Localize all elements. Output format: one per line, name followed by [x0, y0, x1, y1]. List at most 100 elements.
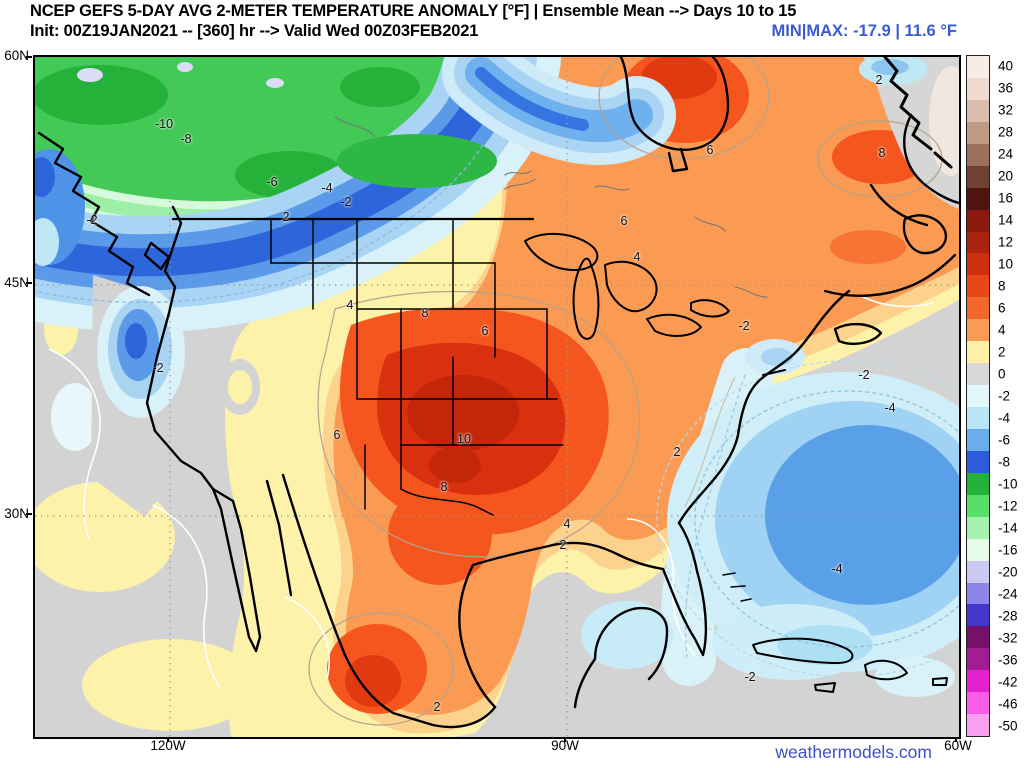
colorbar-tick-label: 32 — [998, 102, 1014, 118]
colorbar-tick-labels: 40 36 32 28 24 20 16 14 12 10 8 6 4 2 0 -2 -4 -6 -8 -10 -12-… — [998, 55, 1024, 737]
long-island — [762, 369, 786, 376]
florida — [661, 521, 708, 657]
labrador-newfoundland-coast — [823, 113, 959, 345]
lon-label-90w: 90W — [551, 738, 579, 753]
colorbar-tick-label: -46 — [998, 696, 1018, 712]
lat-label-30n: 30N — [4, 506, 29, 521]
colorbar-tick-label: -10 — [998, 476, 1018, 492]
lat-label-45n: 45N — [4, 275, 29, 290]
colorbar-segment — [967, 472, 989, 495]
colorbar-swatches — [966, 55, 990, 737]
colorbar-tick-label: 2 — [998, 344, 1006, 360]
colorbar-tick-label: 8 — [998, 278, 1006, 294]
mexico-east-coast — [458, 563, 497, 709]
colorbar-tick-label: -32 — [998, 630, 1018, 646]
colorbar-segment — [967, 275, 989, 298]
colorbar-segment — [967, 385, 989, 407]
colorbar-segment — [967, 648, 989, 671]
colorbar-tick-label: 24 — [998, 146, 1014, 162]
colorbar-segment — [967, 143, 989, 166]
colorbar-segment — [967, 692, 989, 715]
bahamas — [722, 572, 752, 602]
warm-anomaly-region — [220, 57, 959, 737]
colorbar-tick-label: -28 — [998, 608, 1018, 624]
colorbar-tick-label: 20 — [998, 168, 1014, 184]
lon-tick-60w — [955, 737, 957, 742]
colorbar-tick-label: -2 — [998, 388, 1011, 404]
colorbar-segment — [967, 538, 989, 561]
colorbar-tick-label: -50 — [998, 718, 1018, 734]
watermark: weathermodels.com — [775, 742, 932, 762]
colorbar-tick-label: 16 — [998, 190, 1014, 206]
colorbar-tick-label: -6 — [998, 432, 1011, 448]
colorbar-segment — [967, 297, 989, 320]
lon-label-120w: 120W — [150, 738, 186, 753]
colorbar: 40 36 32 28 24 20 16 14 12 10 8 6 4 2 0 -2 -4 -6 -8 -10 -12-… — [966, 55, 1018, 737]
coastlines-and-borders — [37, 57, 959, 729]
colorbar-segment — [967, 560, 989, 583]
colorbar-tick-label: -12 — [998, 498, 1018, 514]
colorbar-tick-label: 36 — [998, 80, 1014, 96]
vancouver-island — [143, 241, 171, 271]
caribbean-islands — [752, 637, 948, 693]
colorbar-tick-label: 40 — [998, 58, 1014, 74]
state-borders — [270, 218, 564, 516]
us-gulf-coast — [471, 541, 665, 571]
lon-label-60w: 60W — [944, 738, 972, 753]
colorbar-tick-label: -42 — [998, 674, 1018, 690]
colorbar-segment — [967, 407, 989, 429]
colorbar-segment — [967, 99, 989, 122]
colorbar-segment — [967, 121, 989, 144]
cold-northwest-region — [35, 57, 676, 333]
mexico-west-coast — [281, 473, 497, 729]
colorbar-segment — [967, 714, 989, 737]
colorbar-tick-label: 12 — [998, 234, 1014, 250]
colorbar-tick-label: -8 — [998, 454, 1011, 470]
colorbar-segment — [967, 604, 989, 627]
yucatan-coast — [573, 606, 669, 709]
lat-label-60n: 60N — [4, 48, 29, 63]
colorbar-tick-label: -36 — [998, 652, 1018, 668]
colorbar-segment — [967, 319, 989, 342]
anomaly-map-canvas — [35, 57, 959, 737]
lat-tick-60n — [26, 56, 32, 58]
colorbar-tick-label: -14 — [998, 520, 1018, 536]
colorbar-segment — [967, 253, 989, 276]
colorbar-tick-label: 10 — [998, 256, 1014, 272]
northeast-corner-mild — [859, 57, 959, 209]
colorbar-segment — [967, 77, 989, 100]
river-squiggles — [334, 116, 768, 298]
alaska-panhandle-coast — [37, 131, 151, 297]
colorbar-tick-label: 0 — [998, 366, 1006, 382]
lon-tick-90w — [564, 737, 566, 742]
colorbar-segment — [967, 450, 989, 473]
california-coast-cool — [91, 275, 185, 517]
west-coast — [145, 205, 215, 491]
colorbar-tick-label: 14 — [998, 212, 1014, 228]
lat-tick-30n — [26, 513, 32, 515]
map-frame: -10 -8 -6 -4 -2 -2 2 2 6 8 6 4 -2 4 8 6 -2 -2 -4 6 10 2 8 4 2 -4 2… — [33, 55, 961, 739]
hudson-bay-coast — [619, 57, 730, 173]
colorbar-segment — [967, 582, 989, 605]
greenland-coast — [883, 57, 953, 169]
lon-tick-120w — [167, 737, 169, 742]
colorbar-segment — [967, 670, 989, 693]
graticule — [35, 57, 959, 737]
colorbar-segment — [967, 56, 989, 78]
colorbar-tick-label: 6 — [998, 300, 1006, 316]
colorbar-segment — [967, 231, 989, 254]
baja-peninsula — [211, 487, 262, 653]
great-lakes — [524, 232, 730, 340]
colorbar-tick-label: -16 — [998, 542, 1018, 558]
colorbar-segment — [967, 516, 989, 539]
figure-subtitle: Init: 00Z19JAN2021 -- [360] hr --> Valid… — [30, 22, 479, 40]
colorbar-segment — [967, 626, 989, 649]
figure-title: NCEP GEFS 5-DAY AVG 2-METER TEMPERATURE … — [30, 2, 797, 20]
minmax-label: MIN|MAX: -17.9 | 11.6 °F — [771, 22, 957, 40]
contour-line-accents — [35, 57, 959, 726]
colorbar-tick-label: -4 — [998, 410, 1011, 426]
colorbar-segment — [967, 209, 989, 232]
colorbar-segment — [967, 363, 989, 386]
colorbar-segment — [967, 187, 989, 210]
